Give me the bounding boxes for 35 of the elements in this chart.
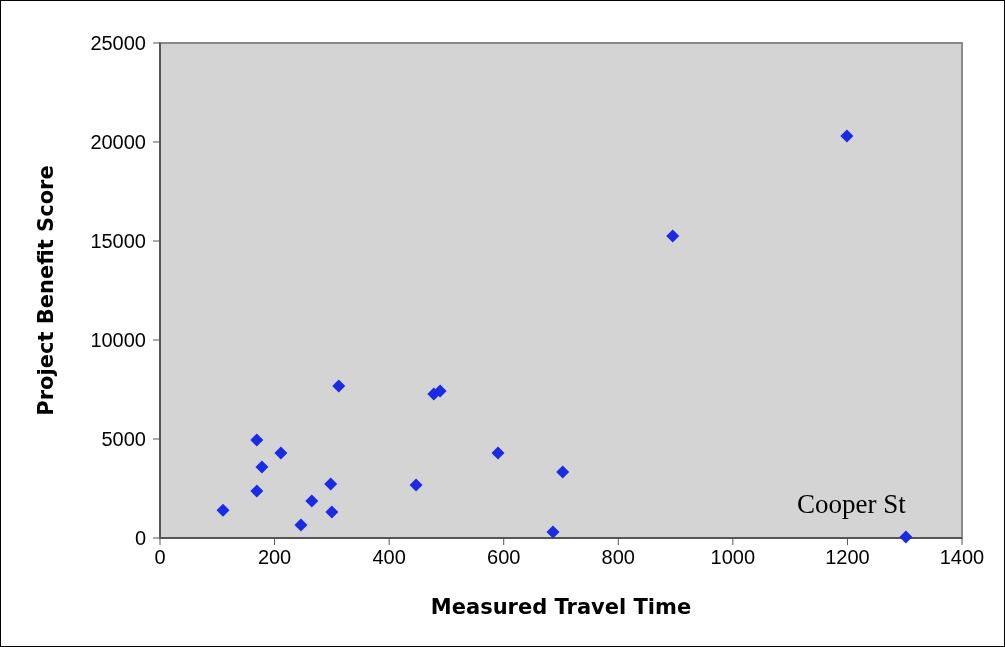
- point: [305, 494, 319, 508]
- x-tick-label: 600: [487, 546, 521, 568]
- point: [546, 525, 560, 539]
- annotation: Cooper St: [797, 489, 907, 520]
- point: [409, 478, 423, 492]
- point: [294, 518, 308, 532]
- x-tick-label: 1000: [710, 546, 756, 568]
- point: [324, 477, 338, 491]
- y-tick-label: 20000: [90, 131, 146, 153]
- x-axis-title: Measured Travel Time: [430, 595, 692, 619]
- point: [899, 530, 913, 544]
- point: [491, 446, 505, 460]
- point: [255, 460, 269, 474]
- point: [332, 379, 346, 393]
- x-tick-label: 1200: [825, 546, 870, 568]
- y-tick-label: 15000: [90, 230, 146, 252]
- y-tick-label: 25000: [90, 32, 146, 54]
- point: [666, 229, 680, 243]
- x-tick-label: 400: [372, 546, 406, 568]
- point: [325, 505, 339, 519]
- x-tick-label: 800: [601, 546, 635, 568]
- point: [840, 129, 854, 143]
- point: [250, 433, 264, 447]
- y-tick-label: 0: [134, 527, 146, 549]
- y-axis-title: Project Benefit Score: [34, 165, 58, 416]
- y-tick-label: 10000: [90, 329, 146, 351]
- point: [433, 384, 447, 398]
- x-tick-label: 0: [154, 546, 166, 568]
- point: [274, 446, 288, 460]
- point: [556, 465, 570, 479]
- x-tick-label: 1400: [939, 546, 985, 568]
- point: [250, 484, 264, 498]
- point: [216, 503, 230, 517]
- x-tick-label: 200: [257, 546, 292, 568]
- y-tick-label: 5000: [101, 428, 146, 450]
